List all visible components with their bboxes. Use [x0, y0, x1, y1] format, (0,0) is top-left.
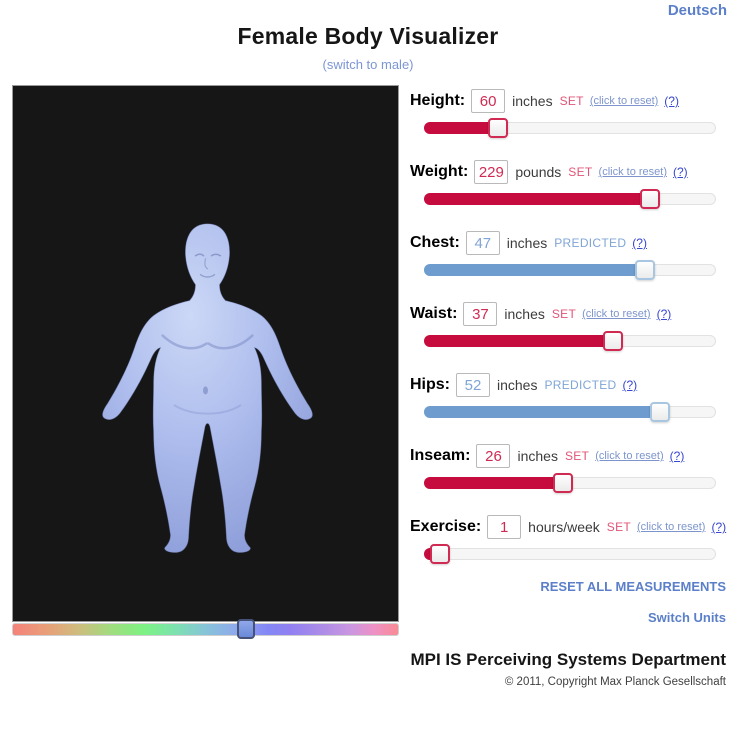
slider-label-line: Weight: pounds SET (click to reset) (?) — [410, 159, 726, 185]
measurement-input[interactable] — [463, 302, 498, 326]
unit-label: inches — [512, 93, 553, 109]
slider-fill — [424, 335, 613, 347]
slider-label-line: Exercise: hours/week SET (click to reset… — [410, 514, 726, 540]
status-label: SET — [568, 165, 593, 179]
reset-link[interactable]: (click to reset) — [595, 450, 664, 462]
slider-label-line: Hips: inches PREDICTED (?) — [410, 372, 726, 398]
slider-fill — [424, 264, 645, 276]
slider-track[interactable] — [424, 118, 716, 138]
slider-fill — [424, 193, 651, 205]
slider-row-chest: Chest: inches PREDICTED (?) — [410, 230, 726, 280]
slider-label-line: Chest: inches PREDICTED (?) — [410, 230, 726, 256]
slider-fill — [424, 406, 661, 418]
help-link[interactable]: (?) — [664, 94, 679, 108]
status-label: SET — [559, 94, 584, 108]
body-figure — [102, 223, 313, 553]
reset-link[interactable]: (click to reset) — [589, 95, 659, 107]
status-label: SET — [606, 520, 632, 534]
slider-row-waist: Waist: inches SET (click to reset) (?) — [410, 301, 726, 351]
status-label: SET — [564, 449, 590, 463]
measurement-input[interactable] — [465, 231, 500, 255]
help-link[interactable]: (?) — [669, 449, 685, 463]
color-slider-handle[interactable] — [236, 619, 255, 639]
measurement-input[interactable] — [471, 89, 506, 113]
slider-track[interactable] — [424, 544, 716, 564]
measurement-label: Waist: — [410, 305, 458, 322]
measurement-label: Chest: — [410, 234, 460, 251]
status-label: SET — [551, 307, 577, 321]
slider-handle[interactable] — [640, 189, 661, 209]
slider-handle[interactable] — [429, 544, 450, 564]
help-link[interactable]: (?) — [632, 236, 647, 250]
status-label: PREDICTED — [544, 378, 617, 392]
measurement-label: Exercise: — [410, 518, 482, 535]
page-title: Female Body Visualizer — [237, 23, 499, 49]
unit-label: inches — [497, 377, 538, 393]
color-slider-track[interactable] — [12, 619, 399, 639]
measurement-input[interactable] — [456, 373, 490, 397]
measurement-label: Hips: — [410, 376, 450, 393]
slider-label-line: Height: inches SET (click to reset) (?) — [410, 88, 726, 114]
slider-handle[interactable] — [553, 473, 574, 493]
slider-row-height: Height: inches SET (click to reset) (?) — [410, 88, 726, 138]
slider-handle[interactable] — [650, 402, 671, 422]
slider-track[interactable] — [424, 260, 716, 280]
slider-fill — [424, 477, 564, 489]
reset-link[interactable]: (click to reset) — [582, 308, 651, 320]
help-link[interactable]: (?) — [673, 165, 688, 179]
measurement-label: Weight: — [410, 163, 469, 180]
measurement-label: Height: — [410, 92, 466, 109]
measurement-input[interactable] — [474, 160, 509, 184]
reset-link[interactable]: (click to reset) — [637, 521, 706, 533]
slider-track[interactable] — [424, 331, 716, 351]
unit-label: inches — [506, 235, 548, 251]
reset-all-link[interactable]: RESET ALL MEASUREMENTS — [540, 579, 726, 594]
help-link[interactable]: (?) — [711, 520, 727, 534]
measurement-label: Inseam: — [410, 447, 471, 464]
slider-track[interactable] — [424, 402, 716, 422]
footer-department: MPI IS Perceiving Systems Department — [410, 650, 726, 669]
unit-label: inches — [517, 448, 558, 464]
slider-fill — [424, 122, 499, 134]
footer-copyright: © 2011, Copyright Max Planck Gesellschaf… — [504, 676, 726, 688]
help-link[interactable]: (?) — [622, 378, 638, 392]
status-label: PREDICTED — [554, 236, 627, 250]
slider-track[interactable] — [424, 189, 716, 209]
reset-link[interactable]: (click to reset) — [598, 166, 668, 178]
measurement-input[interactable] — [487, 515, 522, 539]
help-link[interactable]: (?) — [656, 307, 672, 321]
switch-gender-link[interactable]: (switch to male) — [322, 57, 414, 72]
slider-label-line: Waist: inches SET (click to reset) (?) — [410, 301, 726, 327]
footer: MPI IS Perceiving Systems Department © 2… — [410, 650, 726, 688]
slider-label-line: Inseam: inches SET (click to reset) (?) — [410, 443, 726, 469]
slider-row-inseam: Inseam: inches SET (click to reset) (?) — [410, 443, 726, 493]
unit-label: inches — [504, 306, 545, 322]
slider-track[interactable] — [424, 473, 716, 493]
slider-handle[interactable] — [634, 260, 655, 280]
slider-row-weight: Weight: pounds SET (click to reset) (?) — [410, 159, 726, 209]
unit-label: hours/week — [528, 519, 600, 535]
switch-units-link[interactable]: Switch Units — [647, 610, 726, 625]
language-link[interactable]: Deutsch — [667, 2, 727, 19]
measurement-input[interactable] — [476, 444, 511, 468]
slider-row-hips: Hips: inches PREDICTED (?) — [410, 372, 726, 422]
slider-handle[interactable] — [488, 118, 509, 138]
body-canvas[interactable] — [12, 85, 399, 622]
measurement-panel: RESET ALL MEASUREMENTS Switch Units Heig… — [410, 85, 726, 645]
slider-handle[interactable] — [602, 331, 623, 351]
unit-label: pounds — [515, 164, 562, 180]
slider-row-exercise: Exercise: hours/week SET (click to reset… — [410, 514, 726, 564]
